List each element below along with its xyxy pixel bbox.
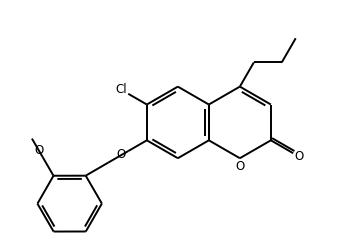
Text: Cl: Cl — [116, 83, 127, 96]
Text: O: O — [34, 144, 43, 157]
Text: O: O — [294, 150, 303, 163]
Text: O: O — [235, 160, 245, 173]
Text: O: O — [117, 148, 126, 162]
